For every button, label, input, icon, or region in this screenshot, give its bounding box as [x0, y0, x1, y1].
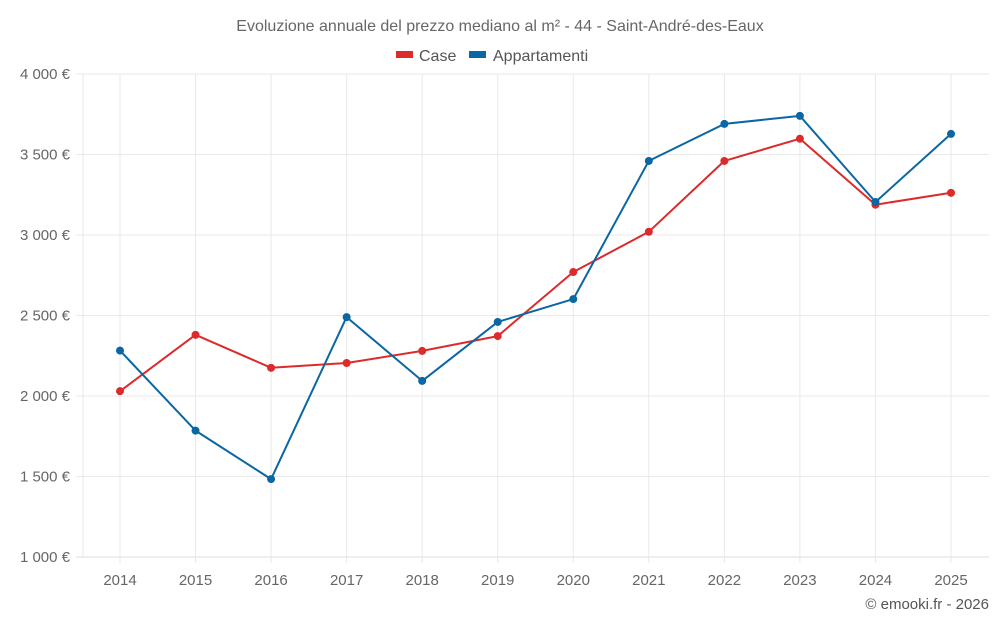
data-point-appartamenti[interactable] — [720, 119, 729, 128]
data-point-case[interactable] — [342, 358, 351, 367]
y-tick-label: 3 500 € — [20, 147, 71, 164]
data-point-case[interactable] — [795, 134, 804, 143]
y-tick-label: 3 000 € — [20, 227, 71, 244]
data-point-case[interactable] — [267, 363, 276, 372]
legend-item-case[interactable]: Case — [396, 48, 456, 65]
data-point-appartamenti[interactable] — [871, 197, 880, 206]
y-tick-label: 2 000 € — [20, 388, 71, 405]
series-layer — [116, 111, 955, 484]
data-point-appartamenti[interactable] — [947, 129, 955, 138]
data-point-appartamenti[interactable] — [116, 346, 124, 355]
x-tick-label: 2021 — [632, 572, 665, 589]
x-tick-label: 2024 — [859, 572, 892, 589]
legend-item-appartamenti[interactable]: Appartamenti — [469, 48, 588, 65]
x-tick-label: 2018 — [405, 572, 438, 589]
x-tick-label: 2023 — [783, 572, 816, 589]
y-gridlines — [76, 73, 989, 558]
data-point-appartamenti[interactable] — [795, 111, 804, 120]
data-point-appartamenti[interactable] — [418, 376, 427, 385]
y-tick-label: 2 500 € — [20, 308, 71, 325]
data-point-case[interactable] — [418, 346, 427, 355]
data-point-appartamenti[interactable] — [569, 295, 578, 304]
data-point-case[interactable] — [191, 330, 200, 339]
data-point-appartamenti[interactable] — [493, 317, 502, 326]
legend-label-appartamenti: Appartamenti — [493, 48, 588, 65]
x-tick-label: 2016 — [254, 572, 287, 589]
x-tick-label: 2019 — [481, 572, 514, 589]
y-axis-ticks: 4 000 € 3 500 € 3 000 € 2 500 € 2 000 € 1 500… — [20, 66, 71, 566]
series-case — [116, 134, 955, 396]
data-point-appartamenti[interactable] — [267, 475, 276, 484]
data-point-case[interactable] — [947, 188, 955, 197]
series-line-appartamenti — [119, 114, 952, 481]
legend-swatch-case — [396, 51, 413, 58]
chart-title: Evoluzione annuale del prezzo mediano al… — [236, 18, 763, 35]
data-point-case[interactable] — [569, 268, 578, 277]
x-tick-label: 2017 — [330, 572, 363, 589]
legend-label-case: Case — [419, 48, 456, 65]
legend-swatch-appartamenti — [469, 51, 486, 58]
x-tick-label: 2022 — [708, 572, 741, 589]
data-point-case[interactable] — [116, 387, 124, 396]
x-tick-label: 2015 — [179, 572, 212, 589]
x-tick-label: 2020 — [557, 572, 590, 589]
y-tick-label: 1 500 € — [20, 469, 71, 486]
data-point-case[interactable] — [644, 227, 653, 236]
series-appartamenti — [116, 111, 955, 484]
data-point-appartamenti[interactable] — [342, 313, 351, 322]
data-point-appartamenti[interactable] — [644, 156, 653, 165]
legend: Case Appartamenti — [396, 48, 588, 65]
y-tick-label: 4 000 € — [20, 66, 71, 83]
data-point-case[interactable] — [493, 332, 502, 341]
credit-text: © emooki.fr - 2026 — [865, 596, 989, 613]
x-tick-label: 2025 — [934, 572, 967, 589]
y-tick-label: 1 000 € — [20, 549, 71, 566]
x-tick-label: 2014 — [103, 572, 136, 589]
data-point-appartamenti[interactable] — [191, 426, 200, 435]
x-axis-ticks: 2014 2015 2016 2017 2018 2019 2020 2021 2022 2023… — [103, 572, 967, 589]
data-point-case[interactable] — [720, 156, 729, 165]
series-line-case — [119, 137, 952, 393]
